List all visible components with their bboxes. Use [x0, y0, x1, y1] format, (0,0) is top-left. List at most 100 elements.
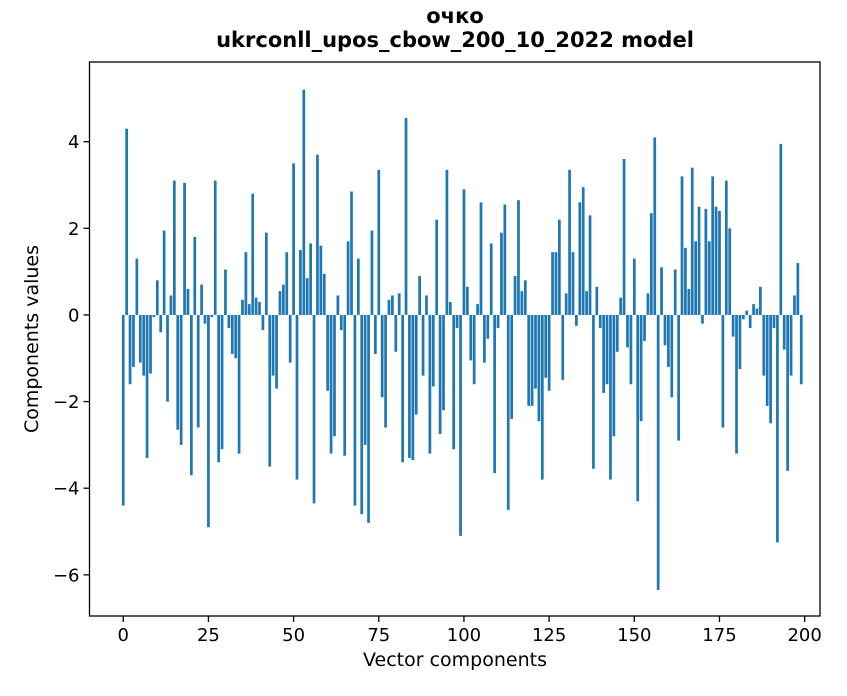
bar — [152, 314, 156, 318]
x-tick-label: 75 — [367, 625, 390, 646]
bar — [271, 314, 275, 376]
bar — [564, 293, 568, 315]
bar — [138, 314, 142, 363]
bar — [694, 241, 697, 315]
bar — [489, 243, 493, 315]
bar — [660, 267, 663, 315]
bar — [343, 314, 347, 456]
bar — [517, 200, 520, 315]
bar — [374, 314, 377, 354]
bar — [759, 286, 762, 315]
bar — [646, 293, 650, 315]
bar — [523, 280, 527, 315]
bar — [411, 314, 415, 461]
bar — [479, 202, 483, 315]
bar — [190, 314, 193, 476]
bar — [752, 304, 755, 315]
bar — [179, 314, 183, 445]
bar — [128, 314, 132, 385]
bar — [193, 236, 197, 315]
bar — [598, 314, 602, 328]
bar — [384, 314, 387, 428]
bar — [166, 314, 169, 402]
bar — [513, 275, 517, 315]
bar — [213, 180, 217, 315]
x-tick-label: 200 — [787, 625, 821, 646]
bar — [346, 241, 350, 315]
bar — [230, 314, 234, 354]
x-tick-label: 150 — [617, 625, 651, 646]
bar — [643, 314, 646, 341]
x-tick-label: 0 — [118, 625, 129, 646]
bar — [469, 314, 473, 361]
x-tick-label: 175 — [702, 625, 736, 646]
bar — [442, 314, 445, 411]
bar — [326, 314, 330, 391]
bar — [159, 314, 163, 333]
bar — [503, 204, 507, 315]
bar — [602, 314, 606, 393]
bar — [629, 314, 633, 385]
bar — [145, 314, 149, 458]
bar — [483, 314, 486, 363]
bar — [264, 232, 268, 315]
x-tick-label: 100 — [447, 625, 481, 646]
bar — [793, 295, 796, 315]
bar — [275, 314, 278, 389]
chart-title: очко — [426, 4, 484, 28]
bar — [254, 297, 258, 315]
bar — [530, 314, 534, 406]
bar — [619, 297, 623, 315]
bar — [367, 314, 370, 523]
bar — [258, 301, 261, 315]
bar — [425, 295, 428, 315]
bar — [285, 252, 289, 315]
bar — [176, 314, 180, 430]
bar — [462, 189, 466, 315]
bar — [418, 275, 422, 315]
bar — [302, 89, 306, 315]
bar — [687, 288, 691, 315]
bar — [534, 314, 537, 389]
bar — [656, 314, 660, 591]
bar — [796, 262, 800, 315]
bar — [339, 314, 343, 331]
bar — [431, 314, 435, 387]
bar — [353, 314, 357, 506]
bar — [551, 252, 554, 315]
bar — [377, 169, 381, 315]
bar — [387, 299, 391, 315]
bar — [435, 219, 439, 315]
bar — [319, 245, 323, 315]
bar — [299, 249, 302, 315]
bar — [568, 169, 571, 315]
bar — [350, 191, 353, 315]
chart-subtitle: ukrconll_upos_cbow_200_10_2022 model — [216, 28, 694, 52]
bar — [776, 314, 779, 543]
bar — [748, 314, 752, 328]
bar — [714, 206, 718, 315]
bar — [592, 314, 595, 469]
y-tick-label: 4 — [68, 132, 79, 153]
bar — [135, 258, 139, 315]
bar — [554, 252, 558, 315]
bar — [585, 291, 588, 315]
bar — [421, 314, 425, 376]
bar — [622, 159, 626, 315]
x-tick-label: 125 — [532, 625, 566, 646]
bar — [408, 314, 411, 458]
bar — [632, 258, 636, 315]
bar — [404, 117, 408, 315]
bar — [588, 215, 592, 315]
bar — [520, 291, 524, 315]
bar — [333, 314, 336, 437]
bar — [704, 208, 708, 315]
bar — [207, 314, 210, 528]
bar — [220, 314, 224, 450]
bar — [121, 314, 125, 506]
bar — [735, 314, 738, 454]
bar — [401, 314, 404, 463]
bar — [169, 295, 173, 315]
